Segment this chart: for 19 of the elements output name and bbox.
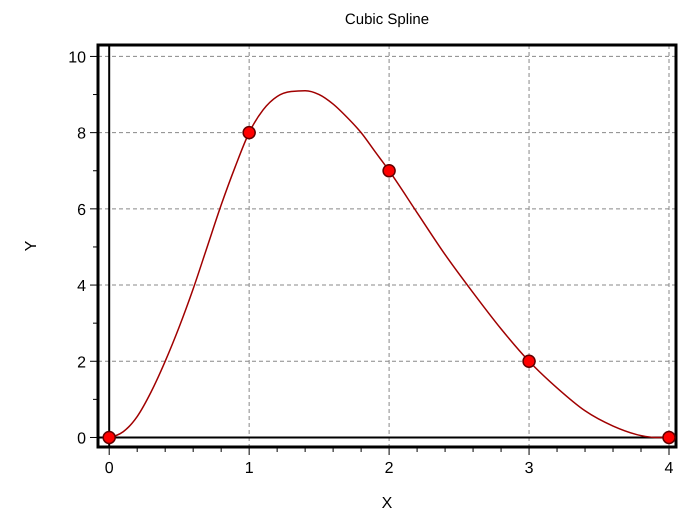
point [242,126,256,140]
y-tick-label: 4 [77,278,86,296]
point [522,354,536,368]
point [662,430,676,444]
x-axis-title: X [382,495,393,512]
x-tick-label: 4 [664,460,674,477]
y-axis-title: Y [23,240,40,252]
y-tick-label: 10 [68,49,86,66]
point [102,430,116,444]
y-tick-label: 8 [77,126,86,143]
x-tick-label: 0 [104,460,114,477]
x-tick-label: 1 [244,460,254,477]
x-tick-label: 2 [384,460,394,477]
y-tick-label: 6 [77,202,86,219]
x-tick-label: 3 [524,460,534,477]
y-tick-label: 0 [77,430,86,448]
chart-title: Cubic Spline [344,11,430,28]
point [382,164,396,178]
y-tick-label: 2 [77,354,86,372]
